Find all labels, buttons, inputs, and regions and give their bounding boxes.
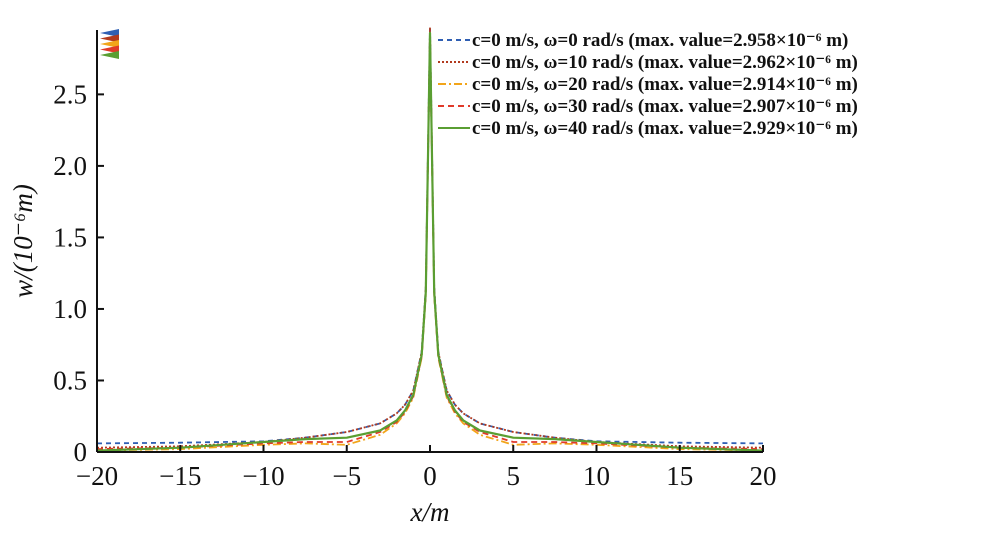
x-tick-label: −15 [159, 461, 201, 491]
legend-label-1: c=0 m/s, ω=0 rad/s (max. value=2.958×10⁻… [472, 30, 848, 51]
y-tick-label: 2.0 [53, 151, 87, 181]
legend-label-5: c=0 m/s, ω=40 rad/s (max. value=2.929×10… [472, 118, 858, 139]
x-axis-title: x/m [410, 497, 450, 527]
y-tick-label: 0.5 [53, 365, 87, 395]
x-tick-label: 15 [666, 461, 693, 491]
legend-label-4: c=0 m/s, ω=30 rad/s (max. value=2.907×10… [472, 96, 858, 117]
ticks-layer: −20 −15 −10 −5 0 5 10 15 20 0 0.5 1.0 1.5 2.0 2.5 [53, 79, 776, 491]
y-tick-label: 2.5 [53, 79, 87, 109]
x-tick-label: 0 [423, 461, 437, 491]
y-tick-label: 1.5 [53, 222, 87, 252]
x-tick-label: −10 [242, 461, 284, 491]
max-marker-5 [100, 51, 119, 59]
series-layer [96, 27, 764, 452]
max-value-markers [100, 29, 119, 59]
x-tick-label: 10 [583, 461, 610, 491]
max-marker-1 [100, 29, 119, 37]
y-tick-label: 1.0 [53, 294, 87, 324]
series-line-2 [96, 27, 764, 449]
x-tick-label: −20 [76, 461, 118, 491]
max-marker-2 [100, 34, 119, 43]
y-tick-label: 0 [74, 437, 88, 467]
legend-label-3: c=0 m/s, ω=20 rad/s (max. value=2.914×10… [472, 74, 858, 95]
x-tick-label: 5 [507, 461, 521, 491]
series-line-5 [96, 31, 764, 452]
legend: c=0 m/s, ω=0 rad/s (max. value=2.958×10⁻… [438, 30, 858, 139]
y-axis-title: w/(10⁻⁶m) [8, 184, 38, 298]
x-tick-label: 20 [750, 461, 777, 491]
max-marker-3 [100, 40, 119, 48]
x-tick-label: −5 [332, 461, 361, 491]
legend-label-2: c=0 m/s, ω=10 rad/s (max. value=2.962×10… [472, 52, 858, 73]
max-marker-4 [100, 45, 119, 54]
